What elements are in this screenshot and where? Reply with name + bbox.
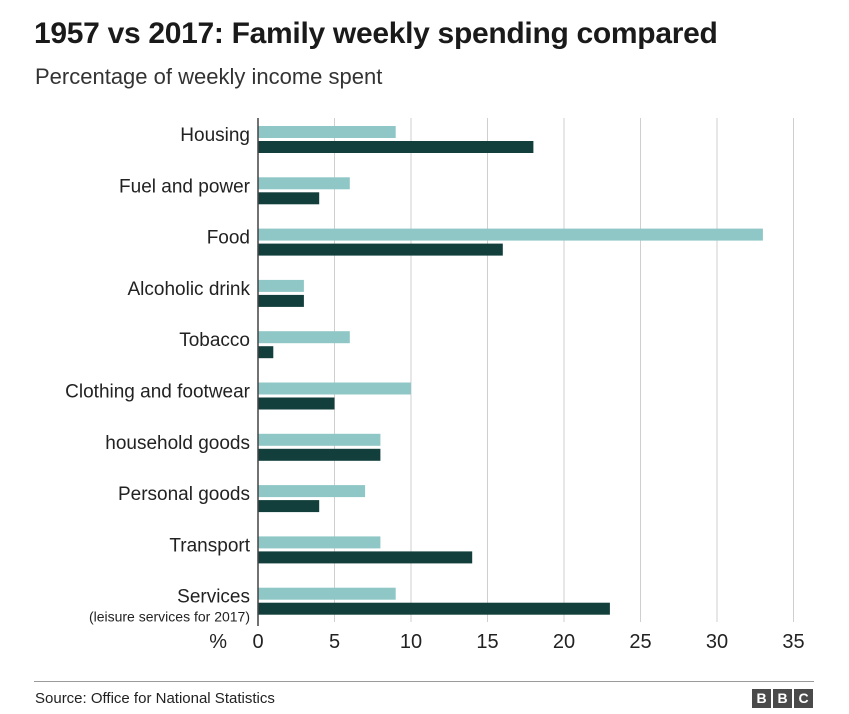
x-tick-label: 30 (706, 631, 728, 653)
bar-series-1 (258, 126, 396, 138)
category-label: Alcoholic drink (128, 279, 251, 300)
bar-series-1 (258, 279, 304, 292)
x-axis-unit-label: % (209, 631, 227, 653)
bar-series-1 (258, 433, 381, 446)
x-tick-label: 0 (252, 631, 263, 653)
logo-letter: B (752, 689, 771, 708)
bar-series-2 (258, 141, 534, 153)
x-tick-label: 15 (476, 631, 498, 653)
logo-letter: C (794, 689, 813, 708)
category-label: Food (207, 228, 250, 249)
bar-series-1 (258, 382, 411, 395)
bar-series-1 (258, 485, 366, 498)
bar-series-1 (258, 177, 350, 190)
bar-series-2 (258, 397, 335, 410)
bar-series-1 (258, 228, 763, 241)
x-tick-label: 5 (329, 631, 340, 653)
x-tick-label: 25 (629, 631, 651, 653)
x-tick-label: 10 (400, 631, 422, 653)
bar-series-1 (258, 331, 350, 344)
x-tick-label: 35 (782, 631, 804, 653)
logo-letter: B (773, 689, 792, 708)
chart-subtitle: Percentage of weekly income spent (35, 64, 383, 89)
category-label: Services (177, 587, 250, 608)
bar-series-2 (258, 448, 381, 461)
bar-series-2 (258, 192, 320, 205)
bar-series-2 (258, 346, 274, 359)
category-label: Fuel and power (119, 176, 251, 197)
bar-series-2 (258, 500, 320, 513)
category-label: Transport (169, 535, 250, 556)
footer-divider (34, 681, 814, 682)
category-label: household goods (105, 433, 250, 454)
source-note: Source: Office for National Statistics (35, 690, 275, 707)
bar-series-2 (258, 243, 503, 256)
category-label: Personal goods (118, 484, 250, 505)
x-tick-label: 20 (553, 631, 575, 653)
bar-series-1 (258, 536, 381, 549)
category-label: Tobacco (179, 330, 250, 351)
bar-series-1 (258, 587, 396, 600)
chart-title: 1957 vs 2017: Family weekly spending com… (34, 17, 718, 50)
bar-series-2 (258, 551, 473, 564)
bbc-logo: B B C (752, 689, 813, 708)
category-label: Clothing and footwear (65, 382, 251, 403)
category-note: (leisure services for 2017) (89, 609, 250, 625)
bar-chart: Housing Fuel and power Food Alcoholic drink… (65, 118, 805, 653)
bar-series-2 (258, 294, 304, 307)
bar-series-2 (258, 602, 610, 615)
category-label: Housing (180, 125, 250, 146)
